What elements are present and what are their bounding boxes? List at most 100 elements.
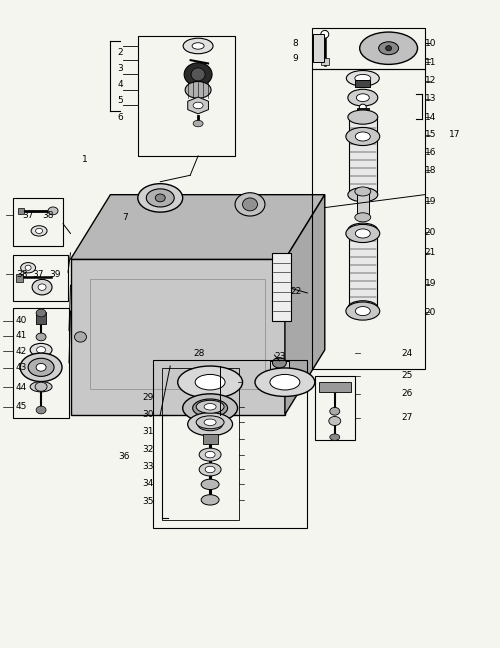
Ellipse shape [355, 213, 371, 222]
Text: 25: 25 [402, 371, 412, 380]
Bar [315, 376, 354, 441]
Bar [314, 34, 324, 62]
Ellipse shape [356, 307, 370, 316]
Ellipse shape [146, 189, 174, 207]
Text: 26: 26 [402, 389, 412, 399]
Bar [13, 255, 68, 301]
Ellipse shape [357, 116, 369, 125]
Text: 15: 15 [424, 130, 436, 139]
Ellipse shape [192, 399, 228, 417]
Text: 45: 45 [16, 402, 28, 411]
Polygon shape [188, 97, 208, 114]
Ellipse shape [195, 375, 225, 390]
Text: 40: 40 [16, 316, 28, 325]
Ellipse shape [36, 333, 46, 341]
Ellipse shape [205, 452, 215, 458]
Ellipse shape [38, 284, 46, 290]
Ellipse shape [235, 192, 265, 216]
Bar [321, 58, 329, 65]
Text: 2: 2 [118, 48, 123, 57]
Ellipse shape [355, 187, 371, 196]
Text: 18: 18 [424, 166, 436, 174]
Text: 38: 38 [16, 270, 28, 279]
Bar [13, 198, 63, 246]
Ellipse shape [182, 394, 238, 422]
Ellipse shape [348, 223, 378, 237]
Ellipse shape [199, 448, 221, 461]
Ellipse shape [156, 194, 165, 202]
Ellipse shape [198, 418, 222, 431]
Ellipse shape [346, 128, 380, 146]
Ellipse shape [178, 366, 242, 399]
Polygon shape [285, 194, 325, 415]
Ellipse shape [355, 75, 371, 82]
Ellipse shape [37, 384, 45, 389]
Text: 19: 19 [424, 279, 436, 288]
Ellipse shape [36, 347, 46, 353]
Bar [272, 253, 291, 321]
Text: 29: 29 [142, 393, 154, 402]
Text: 1: 1 [82, 155, 87, 163]
Text: 36: 36 [118, 452, 130, 461]
Ellipse shape [201, 479, 219, 489]
Ellipse shape [20, 262, 36, 273]
Bar [312, 69, 424, 369]
Text: OPLK: OPLK [120, 288, 261, 334]
Bar [153, 360, 308, 527]
Ellipse shape [204, 419, 216, 426]
Text: 14: 14 [425, 113, 436, 122]
Bar [270, 361, 289, 379]
Ellipse shape [330, 408, 340, 415]
Text: 38: 38 [42, 211, 54, 220]
Ellipse shape [30, 382, 52, 392]
Text: 39: 39 [49, 270, 60, 279]
Ellipse shape [346, 71, 380, 86]
Bar [36, 312, 46, 324]
Text: 8: 8 [292, 39, 298, 48]
Text: 19: 19 [424, 196, 436, 205]
Ellipse shape [184, 63, 212, 86]
Ellipse shape [346, 302, 380, 320]
Text: 17: 17 [448, 130, 460, 139]
Ellipse shape [36, 406, 46, 414]
Text: 33: 33 [142, 462, 154, 470]
Ellipse shape [358, 127, 368, 133]
Text: 6: 6 [118, 113, 123, 122]
Ellipse shape [31, 226, 47, 236]
Polygon shape [70, 194, 325, 259]
Ellipse shape [183, 38, 213, 54]
Text: 4: 4 [118, 80, 123, 89]
Ellipse shape [321, 30, 329, 38]
Ellipse shape [138, 183, 182, 212]
Ellipse shape [196, 416, 224, 429]
Text: 13: 13 [424, 95, 436, 104]
Bar [18, 207, 24, 214]
Ellipse shape [378, 41, 398, 54]
Text: 28: 28 [194, 349, 205, 358]
Text: 41: 41 [16, 331, 28, 340]
Ellipse shape [242, 198, 258, 211]
Text: 16: 16 [424, 148, 436, 157]
Text: 11: 11 [424, 58, 436, 67]
Text: 30: 30 [142, 410, 154, 419]
Ellipse shape [205, 467, 215, 473]
Bar [312, 28, 424, 69]
Text: 9: 9 [292, 54, 298, 64]
Ellipse shape [196, 400, 224, 413]
Text: 31: 31 [142, 428, 154, 437]
Ellipse shape [346, 224, 380, 242]
Ellipse shape [348, 187, 378, 202]
Ellipse shape [201, 494, 219, 505]
Text: 3: 3 [118, 64, 123, 73]
Text: 20: 20 [425, 227, 436, 237]
Bar [356, 80, 370, 87]
Ellipse shape [356, 132, 370, 141]
Ellipse shape [25, 265, 31, 270]
Text: 24: 24 [402, 349, 412, 358]
Ellipse shape [36, 309, 46, 317]
Ellipse shape [255, 368, 315, 397]
Text: 37: 37 [22, 211, 34, 220]
Text: 34: 34 [142, 480, 154, 488]
Ellipse shape [35, 382, 47, 391]
Bar [16, 274, 23, 282]
